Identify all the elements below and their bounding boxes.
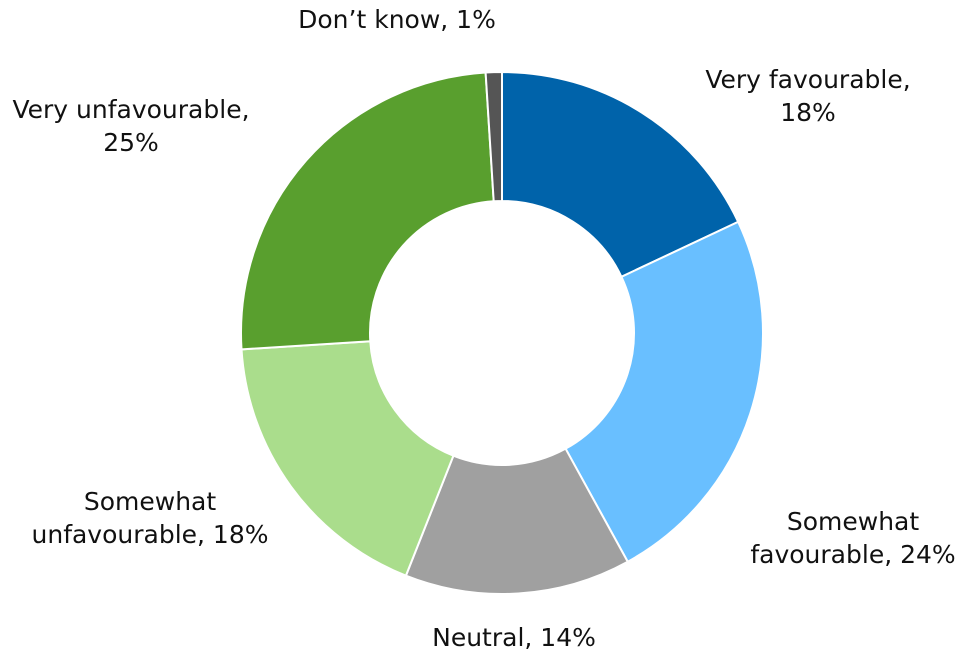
slice-very-unfavourable	[240, 71, 495, 351]
label-line: favourable, 24%	[750, 540, 955, 569]
slice-somewhat-unfavourable	[240, 340, 455, 577]
label-somewhat-unfavourable: Somewhat unfavourable, 18%	[32, 487, 269, 549]
slice-somewhat-favourable	[564, 220, 764, 564]
label-line: Somewhat	[787, 507, 920, 536]
label-very-unfavourable: Very unfavourable, 25%	[12, 95, 249, 157]
slice-don-t-know	[484, 70, 503, 203]
slices	[240, 70, 764, 595]
label-line: unfavourable, 18%	[32, 520, 269, 549]
labels: Very favourable, 18% Somewhat favourable, 2…	[12, 5, 955, 652]
label-neutral: Neutral, 14%	[432, 623, 596, 652]
slice-neutral	[404, 447, 630, 595]
label-don-t-know: Don’t know, 1%	[298, 5, 496, 34]
label-very-favourable: Very favourable, 18%	[705, 65, 910, 127]
label-line: Very favourable,	[705, 65, 910, 94]
label-line: 25%	[103, 128, 159, 157]
label-line: Somewhat	[84, 487, 217, 516]
label-somewhat-favourable: Somewhat favourable, 24%	[750, 507, 955, 569]
label-line: Don’t know, 1%	[298, 5, 496, 34]
label-line: 18%	[780, 98, 836, 127]
label-line: Neutral, 14%	[432, 623, 596, 652]
slice-very-favourable	[501, 70, 740, 279]
label-line: Very unfavourable,	[12, 95, 249, 124]
